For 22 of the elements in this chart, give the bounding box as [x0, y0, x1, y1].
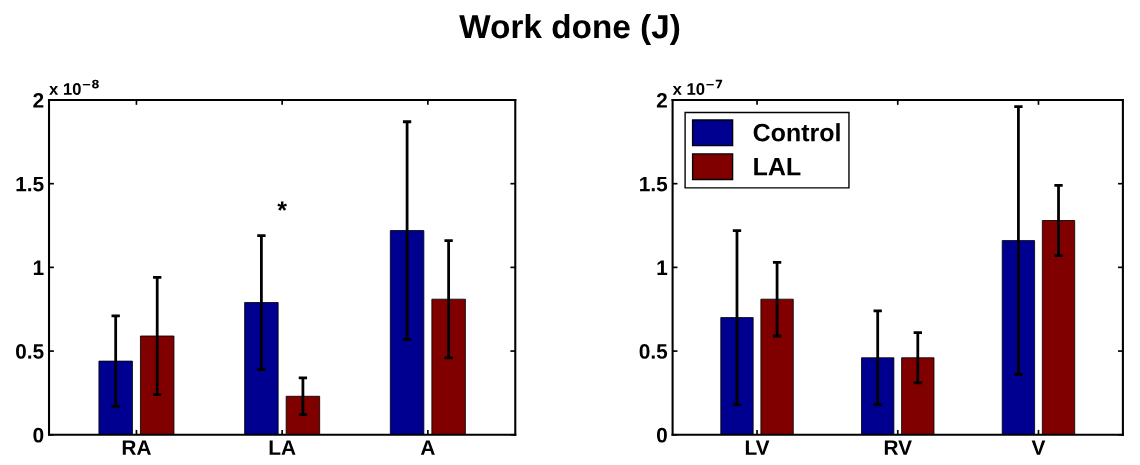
y-tick-label: 2 [656, 92, 667, 108]
y-tick-label: 2 [33, 92, 44, 108]
x-tick-label: RV [884, 440, 912, 455]
legend-label: Control [753, 123, 840, 142]
x-tick-label: LV [745, 440, 770, 455]
y-tick-label: 1 [657, 260, 668, 275]
legend-label: LAL [754, 157, 801, 176]
y-tick-label: 0 [656, 427, 667, 443]
y-tick-label: 0.5 [639, 344, 668, 359]
y-tick-label: 0 [33, 427, 44, 443]
y-tick-label: 0.5 [16, 344, 44, 359]
x-tick-label: A [420, 440, 435, 455]
y-tick-label: 1 [33, 260, 44, 275]
x-tick-label: V [1031, 440, 1046, 455]
y-tick-label: 1.5 [16, 176, 44, 192]
text: x 10$^{−8}$ [49, 79, 99, 95]
y-tick-label: 1.5 [640, 176, 668, 192]
annotation: * [277, 201, 287, 211]
x-tick-label: LA [269, 440, 296, 455]
x-tick-label: RA [122, 440, 151, 455]
chart-title: Work done (J) [459, 13, 680, 46]
text: x 10$^{−7}$ [672, 79, 723, 95]
